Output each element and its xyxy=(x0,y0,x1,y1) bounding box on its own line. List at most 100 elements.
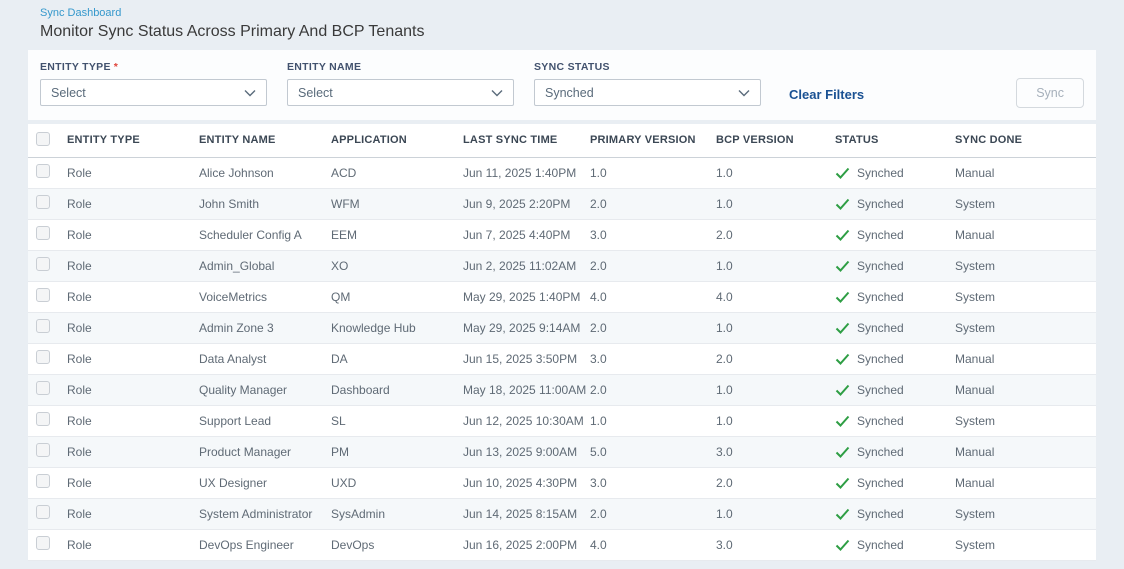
cell-entity-type: Role xyxy=(67,188,199,220)
cell-application: PM xyxy=(331,436,463,468)
synched-check-icon xyxy=(835,353,850,365)
entity-name-select[interactable]: Select xyxy=(287,79,514,106)
cell-bcp-version: 3.0 xyxy=(716,436,835,468)
status-text: Synched xyxy=(857,506,904,521)
row-checkbox-cell xyxy=(28,467,67,499)
cell-entity-name: Product Manager xyxy=(199,436,331,468)
synched-check-icon xyxy=(835,229,850,241)
col-status: STATUS xyxy=(835,124,955,158)
cell-last-sync-time: Jun 16, 2025 2:00PM xyxy=(463,529,590,561)
row-checkbox[interactable] xyxy=(36,319,50,333)
row-checkbox[interactable] xyxy=(36,443,50,457)
row-checkbox[interactable] xyxy=(36,412,50,426)
row-checkbox-cell xyxy=(28,312,67,344)
row-checkbox[interactable] xyxy=(36,226,50,240)
status-text: Synched xyxy=(857,320,904,335)
entity-type-label-text: ENTITY TYPE xyxy=(40,61,111,73)
cell-bcp-version: 1.0 xyxy=(716,188,835,220)
cell-primary-version: 2.0 xyxy=(590,498,716,530)
synched-check-icon xyxy=(835,260,850,272)
cell-sync-done: System xyxy=(955,405,1096,437)
cell-last-sync-time: Jun 7, 2025 4:40PM xyxy=(463,219,590,251)
row-checkbox[interactable] xyxy=(36,350,50,364)
sync-status-select-value: Synched xyxy=(545,85,594,100)
entity-name-label: ENTITY NAME xyxy=(287,61,362,73)
cell-application: SysAdmin xyxy=(331,498,463,530)
row-checkbox[interactable] xyxy=(36,381,50,395)
cell-application: Knowledge Hub xyxy=(331,312,463,344)
entity-name-select-value: Select xyxy=(298,85,333,100)
table-row: Role John Smith WFM Jun 9, 2025 2:20PM 2… xyxy=(28,188,1096,220)
sync-button[interactable]: Sync xyxy=(1016,78,1084,108)
cell-status: Synched xyxy=(835,467,955,499)
cell-status: Synched xyxy=(835,374,955,406)
cell-entity-type: Role xyxy=(67,281,199,313)
cell-entity-name: John Smith xyxy=(199,188,331,220)
cell-entity-type: Role xyxy=(67,219,199,251)
row-checkbox[interactable] xyxy=(36,474,50,488)
cell-bcp-version: 2.0 xyxy=(716,467,835,499)
cell-last-sync-time: Jun 11, 2025 1:40PM xyxy=(463,157,590,189)
cell-entity-name: Admin Zone 3 xyxy=(199,312,331,344)
cell-application: Dashboard xyxy=(331,374,463,406)
row-checkbox[interactable] xyxy=(36,195,50,209)
cell-bcp-version: 3.0 xyxy=(716,529,835,561)
sync-status-select[interactable]: Synched xyxy=(534,79,761,106)
entity-type-select[interactable]: Select xyxy=(40,79,267,106)
cell-primary-version: 2.0 xyxy=(590,188,716,220)
cell-bcp-version: 1.0 xyxy=(716,405,835,437)
cell-status: Synched xyxy=(835,157,955,189)
col-application: APPLICATION xyxy=(331,124,463,158)
cell-sync-done: Manual xyxy=(955,467,1096,499)
synched-check-icon xyxy=(835,446,850,458)
select-all-checkbox[interactable] xyxy=(36,131,50,146)
cell-primary-version: 1.0 xyxy=(590,405,716,437)
row-checkbox[interactable] xyxy=(36,505,50,519)
row-checkbox[interactable] xyxy=(36,536,50,550)
cell-last-sync-time: Jun 14, 2025 8:15AM xyxy=(463,498,590,530)
sync-status-table: ENTITY TYPE ENTITY NAME APPLICATION LAST… xyxy=(28,124,1096,561)
row-checkbox[interactable] xyxy=(36,257,50,271)
cell-entity-name: UX Designer xyxy=(199,467,331,499)
table-row: Role Quality Manager Dashboard May 18, 2… xyxy=(28,374,1096,406)
sync-status-label: SYNC STATUS xyxy=(534,61,610,73)
cell-status: Synched xyxy=(835,312,955,344)
cell-last-sync-time: Jun 13, 2025 9:00AM xyxy=(463,436,590,468)
cell-entity-name: DevOps Engineer xyxy=(199,529,331,561)
cell-status: Synched xyxy=(835,219,955,251)
synched-check-icon xyxy=(835,198,850,210)
cell-status: Synched xyxy=(835,188,955,220)
cell-last-sync-time: Jun 9, 2025 2:20PM xyxy=(463,188,590,220)
cell-entity-name: Admin_Global xyxy=(199,250,331,282)
synched-check-icon xyxy=(835,322,850,334)
table-row: Role Admin Zone 3 Knowledge Hub May 29, … xyxy=(28,312,1096,344)
row-checkbox[interactable] xyxy=(36,164,50,178)
cell-primary-version: 3.0 xyxy=(590,343,716,375)
cell-sync-done: Manual xyxy=(955,343,1096,375)
status-text: Synched xyxy=(857,351,904,366)
clear-filters-link[interactable]: Clear Filters xyxy=(789,87,865,102)
col-bcp-version: BCP VERSION xyxy=(716,124,835,158)
table-row: Role Admin_Global XO Jun 2, 2025 11:02AM… xyxy=(28,250,1096,282)
synched-check-icon xyxy=(835,291,850,303)
cell-entity-name: VoiceMetrics xyxy=(199,281,331,313)
cell-status: Synched xyxy=(835,405,955,437)
cell-primary-version: 5.0 xyxy=(590,436,716,468)
sync-table-card: ENTITY TYPE ENTITY NAME APPLICATION LAST… xyxy=(28,124,1096,561)
cell-primary-version: 2.0 xyxy=(590,250,716,282)
cell-entity-type: Role xyxy=(67,250,199,282)
col-entity-type: ENTITY TYPE xyxy=(67,124,199,158)
cell-sync-done: System xyxy=(955,498,1096,530)
breadcrumb[interactable]: Sync Dashboard xyxy=(40,7,122,19)
table-row: Role UX Designer UXD Jun 10, 2025 4:30PM… xyxy=(28,467,1096,499)
page-title: Monitor Sync Status Across Primary And B… xyxy=(40,23,425,40)
synched-check-icon xyxy=(835,415,850,427)
row-checkbox[interactable] xyxy=(36,288,50,302)
cell-entity-type: Role xyxy=(67,436,199,468)
cell-primary-version: 2.0 xyxy=(590,374,716,406)
status-text: Synched xyxy=(857,165,904,180)
row-checkbox-cell xyxy=(28,498,67,530)
cell-entity-type: Role xyxy=(67,374,199,406)
filter-sync-status: SYNC STATUS Synched xyxy=(534,61,761,106)
cell-sync-done: System xyxy=(955,250,1096,282)
